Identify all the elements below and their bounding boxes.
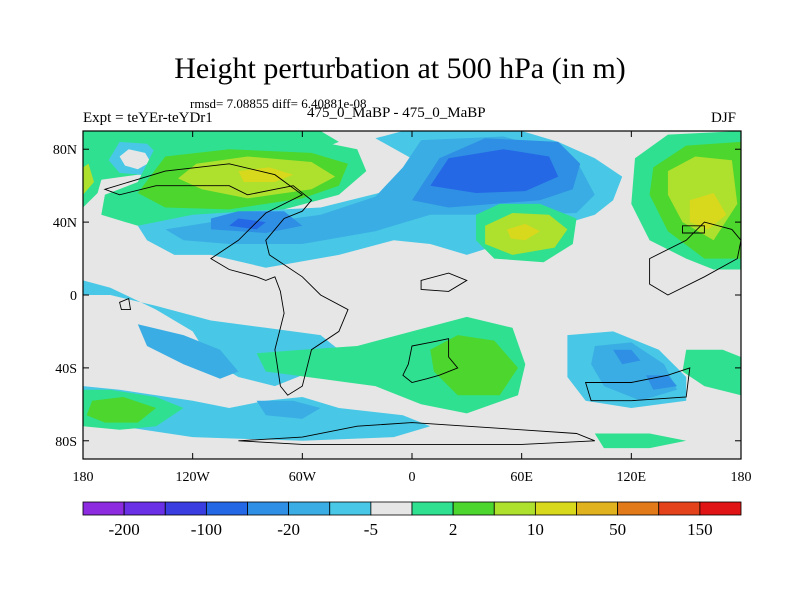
colorbar-swatch: [493, 501, 536, 516]
s-pacific-yg: [86, 397, 157, 423]
y-tick-label: 0: [70, 289, 77, 304]
subtitle-label: 475_0_MaBP - 475_0_MaBP: [307, 105, 486, 121]
eurasia-high-yellow: [507, 223, 540, 241]
continent-gondwana-africa: [402, 338, 459, 383]
colorbar-swatch: [411, 501, 454, 516]
x-tick-label: 180: [731, 470, 752, 485]
colorbar-label: -20: [277, 520, 300, 539]
colorbar-swatch: [576, 501, 619, 516]
colorbar-swatch: [164, 501, 207, 516]
central-low-neg4: [229, 218, 266, 230]
x-tick-label: 120E: [617, 470, 647, 485]
colorbar-label: -100: [191, 520, 222, 539]
island-east: [682, 225, 705, 234]
pacific-low-green: [83, 149, 105, 208]
y-tick-label: 40S: [55, 362, 77, 377]
colorbar-label: 10: [527, 520, 544, 539]
colorbar-label: 2: [449, 520, 458, 539]
s-pacific-neg: [83, 386, 431, 441]
colorbar-swatch: [329, 501, 372, 516]
continent-antarctica: [238, 422, 595, 445]
x-tick-label: 0: [409, 470, 416, 485]
colorbar-swatch: [205, 501, 248, 516]
eq-pacific-neg2: [137, 324, 239, 379]
pacific-low-lime: [83, 163, 94, 195]
experiment-label: Expt = teYEr-teYDr1: [83, 110, 213, 126]
colorbar-swatch: [617, 501, 660, 516]
atl-low-neg4: [430, 149, 559, 193]
colorbar-swatch: [82, 501, 125, 516]
y-tick-label: 80N: [53, 143, 77, 158]
s-indian-neg3: [613, 349, 641, 365]
plot-area: [82, 130, 742, 460]
colorbar-swatch: [658, 501, 701, 516]
colorbar-swatch: [534, 501, 577, 516]
colorbar-swatch: [452, 501, 495, 516]
season-label: DJF: [711, 110, 737, 126]
s-atl-yg: [430, 335, 518, 396]
rmsd-stats: rmsd= 7.08855 diff= 6.40881e-08: [190, 96, 367, 111]
x-tick-label: 180: [73, 470, 94, 485]
colorbar-label: 150: [687, 520, 713, 539]
y-tick-label: 80S: [55, 435, 77, 450]
colorbar-swatch: [288, 501, 331, 516]
figure-title: Height perturbation at 500 hPa (in m): [174, 52, 626, 85]
continent-siberia: [420, 272, 468, 292]
continent-australia: [584, 367, 691, 402]
colorbar: -200 -100 -20 -5 2 10 50 150: [82, 501, 742, 539]
x-tick-label: 60W: [289, 470, 317, 485]
colorbar-swatch: [247, 501, 290, 516]
y-tick-label: 40N: [53, 216, 77, 231]
east-high-yellow: [689, 193, 727, 230]
island-pacific: [119, 297, 132, 311]
cap-green: [594, 433, 687, 449]
colorbar-label: -200: [109, 520, 140, 539]
x-axis: 180 120W 60W 0 60E 120E 180: [73, 131, 752, 485]
ring-pacific-center: [119, 149, 151, 170]
colorbar-swatch: [699, 501, 742, 516]
x-tick-label: 60E: [510, 470, 533, 485]
colorbar-label: -5: [364, 520, 378, 539]
s-pacific-neg2: [256, 400, 321, 419]
y-axis: 80N 40N 0 40S 80S: [53, 143, 741, 450]
s-indian-neg3b: [646, 375, 677, 390]
continent-north-america: [103, 163, 349, 396]
x-tick-label: 120W: [176, 470, 211, 485]
continent-asia-east: [649, 221, 741, 296]
se-pacific-green: [682, 349, 741, 396]
colorbar-swatch: [370, 501, 413, 516]
colorbar-swatch: [123, 501, 166, 516]
colorbar-label: 50: [609, 520, 626, 539]
continent-outlines: [103, 163, 741, 445]
